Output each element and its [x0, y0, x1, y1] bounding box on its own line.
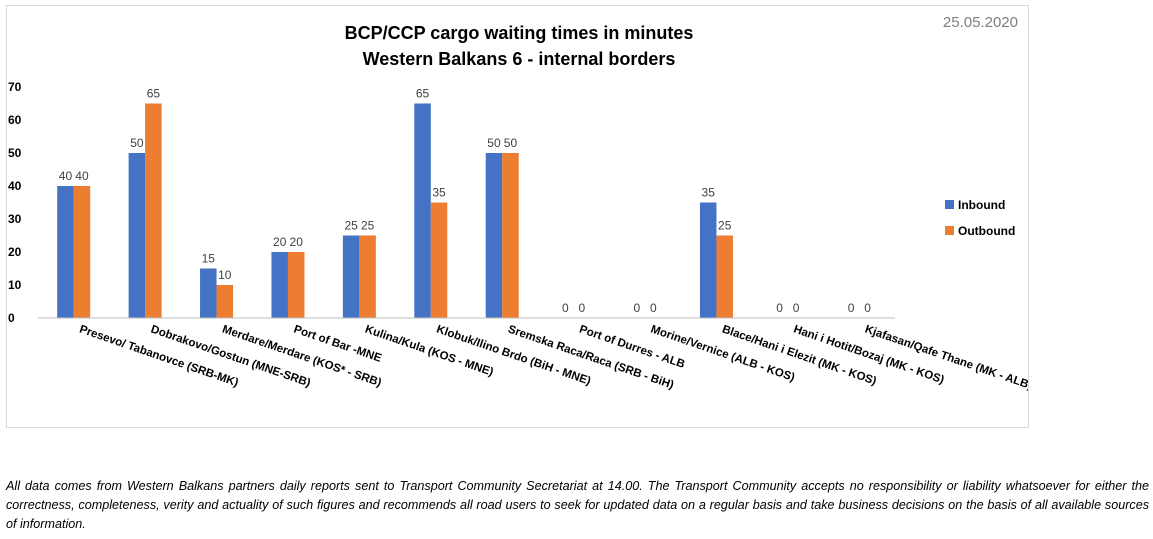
legend-label-outbound: Outbound [958, 224, 1015, 238]
disclaimer-footnote: All data comes from Western Balkans part… [6, 479, 1149, 531]
bar-outbound [502, 153, 519, 318]
data-label-inbound: 50 [130, 136, 144, 150]
bar-inbound [342, 235, 360, 318]
data-label-inbound: 35 [702, 186, 716, 200]
data-label-inbound: 40 [59, 169, 73, 183]
bar-outbound [73, 186, 91, 318]
data-label-outbound: 50 [504, 136, 518, 150]
data-label-outbound: 0 [864, 301, 871, 315]
data-label-outbound: 65 [147, 87, 161, 101]
y-tick-label: 60 [8, 113, 22, 127]
bar-inbound [57, 186, 74, 318]
data-label-inbound: 0 [776, 301, 783, 315]
data-label-outbound: 25 [361, 219, 375, 233]
data-label-inbound: 25 [344, 219, 358, 233]
data-label-inbound: 20 [273, 235, 287, 249]
y-tick-label: 0 [8, 311, 15, 325]
bar-inbound [200, 268, 217, 318]
bar-outbound [359, 235, 376, 318]
chart-frame: 25.05.2020 BCP/CCP cargo waiting times i… [6, 5, 1029, 428]
y-tick-label: 20 [8, 245, 22, 259]
bar-inbound [128, 153, 146, 318]
bar-inbound [271, 252, 288, 318]
report-date: 25.05.2020 [942, 14, 1018, 31]
bar-outbound [716, 235, 733, 318]
data-label-outbound: 0 [650, 301, 657, 315]
y-tick-label: 50 [8, 146, 22, 160]
bar-outbound [287, 252, 305, 318]
legend-swatch-inbound [945, 200, 954, 209]
data-label-outbound: 25 [718, 219, 732, 233]
y-tick-label: 70 [8, 80, 22, 94]
data-label-inbound: 0 [633, 301, 640, 315]
chart-subtitle: Western Balkans 6 - internal borders [363, 49, 676, 69]
data-label-outbound: 40 [75, 169, 89, 183]
data-label-outbound: 10 [218, 268, 232, 282]
x-axis: Presevo/ Tabanovce (SRB-MK)Dobrakovo/Gos… [38, 317, 1028, 392]
bar-inbound [414, 103, 431, 318]
bar-inbound [699, 202, 717, 318]
data-label-inbound: 50 [487, 136, 501, 150]
data-label-outbound: 35 [432, 186, 446, 200]
data-label-inbound: 15 [202, 252, 216, 266]
data-label-inbound: 0 [562, 301, 569, 315]
bars [57, 103, 733, 318]
legend-swatch-outbound [945, 226, 954, 235]
legend: Inbound Outbound [945, 198, 1015, 238]
y-tick-label: 10 [8, 278, 22, 292]
y-tick-label: 40 [8, 179, 22, 193]
bar-inbound [485, 153, 503, 318]
chart-svg: BCP/CCP cargo waiting times in minutes W… [8, 23, 1028, 392]
x-category-label: Kulina/Kula (KOS - MNE) [363, 323, 495, 378]
legend-label-inbound: Inbound [958, 198, 1005, 212]
chart-title: BCP/CCP cargo waiting times in minutes [345, 23, 694, 43]
y-tick-label: 30 [8, 212, 22, 226]
data-label-outbound: 20 [290, 235, 304, 249]
bar-outbound [216, 285, 234, 318]
bar-outbound [430, 202, 448, 318]
data-label-outbound: 0 [579, 301, 586, 315]
y-axis: 0 10 20 30 40 50 60 70 [8, 80, 22, 325]
data-label-outbound: 0 [793, 301, 800, 315]
data-label-inbound: 65 [416, 87, 430, 101]
bar-outbound [145, 103, 162, 318]
data-label-inbound: 0 [848, 301, 855, 315]
